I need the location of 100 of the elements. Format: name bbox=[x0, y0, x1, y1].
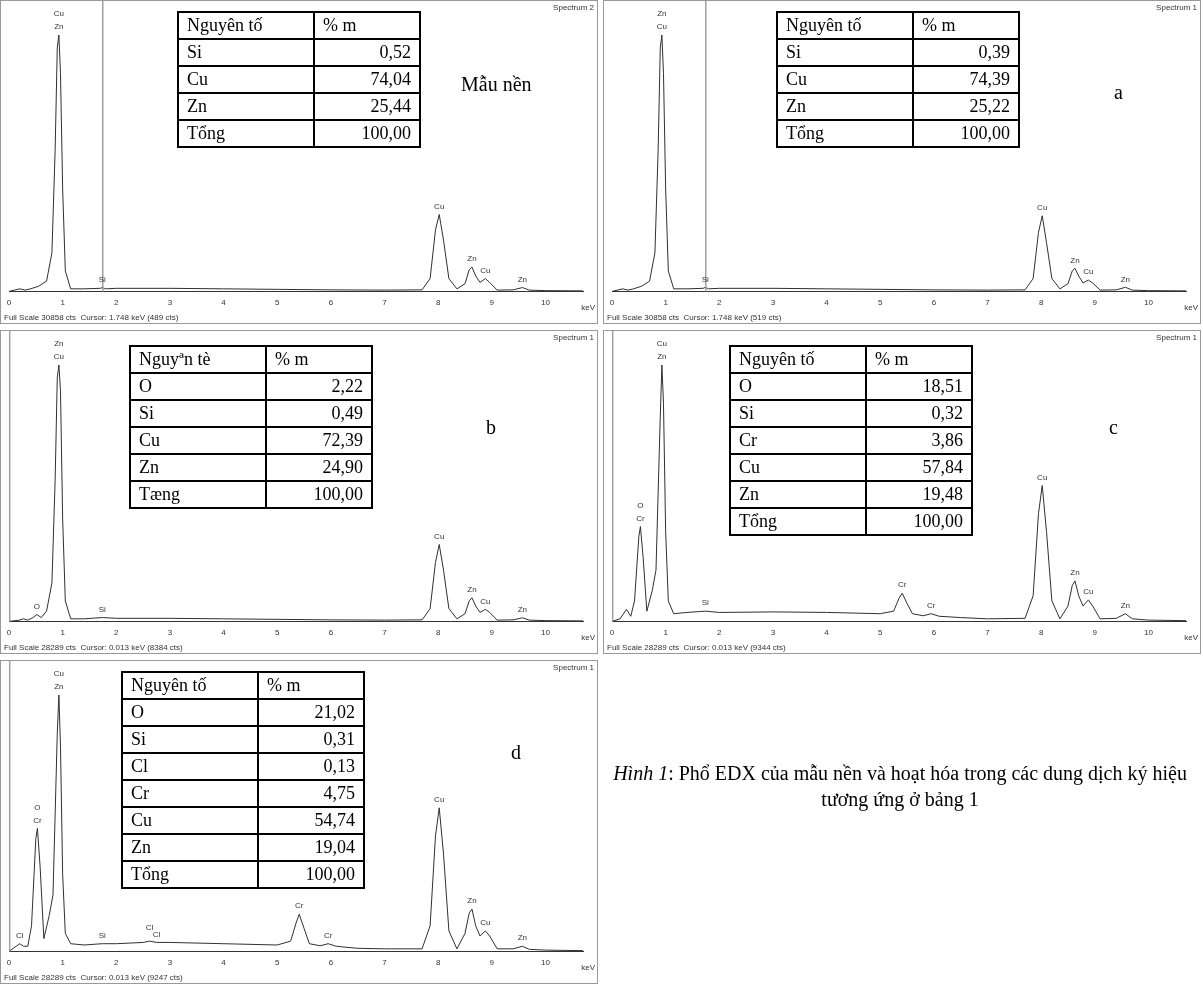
annotation: Nguyên tố bbox=[122, 672, 258, 699]
annotation: c bbox=[1109, 416, 1118, 439]
x-tick-label: 8 bbox=[435, 958, 441, 968]
annotation: Cu bbox=[130, 427, 266, 454]
annotation: 25,22 bbox=[913, 93, 1019, 120]
x-tick-label: 6 bbox=[328, 958, 334, 968]
annotation: 74,39 bbox=[913, 66, 1019, 93]
x-axis-title: keV bbox=[581, 962, 596, 972]
annotation: Cl bbox=[15, 930, 24, 940]
annotation: 19,48 bbox=[866, 481, 972, 508]
annotation: Zn bbox=[178, 93, 314, 120]
x-tick-label: 2 bbox=[114, 958, 120, 968]
x-tick-label: 5 bbox=[275, 628, 280, 638]
annotation: Cu bbox=[53, 669, 65, 679]
annotation: 100,00 bbox=[258, 861, 364, 888]
annotation: Cu bbox=[122, 807, 258, 834]
annotation: Zn bbox=[1070, 255, 1080, 265]
annotation: 54,74 bbox=[258, 807, 364, 834]
annotation: 24,90 bbox=[266, 454, 372, 481]
x-tick-label: 9 bbox=[489, 298, 495, 308]
annotation: Cr bbox=[122, 780, 258, 807]
x-tick-label: 7 bbox=[985, 628, 991, 638]
annotation: Zn bbox=[730, 481, 866, 508]
text: Spectrum 1 bbox=[1156, 333, 1197, 342]
annotation: 0,13 bbox=[258, 753, 364, 780]
x-tick-label: 2 bbox=[114, 628, 120, 638]
annotation: Zn bbox=[467, 585, 477, 595]
x-tick-label: 4 bbox=[824, 298, 830, 308]
annotation: Cu bbox=[1037, 472, 1048, 482]
annotation: Zn bbox=[1120, 274, 1131, 284]
text: Spectrum 1 bbox=[553, 333, 594, 342]
annotation: Si bbox=[701, 598, 710, 608]
annotation: Zn bbox=[467, 254, 477, 264]
annotation: 0,32 bbox=[866, 400, 972, 427]
annotation: 57,84 bbox=[866, 454, 972, 481]
x-tick-label: 1 bbox=[60, 298, 66, 308]
x-tick-label: 3 bbox=[167, 298, 173, 308]
annotation: Zn bbox=[467, 896, 477, 906]
annotation: Si bbox=[122, 726, 258, 753]
x-tick-label: 7 bbox=[382, 958, 388, 968]
x-tick-label: 6 bbox=[931, 298, 937, 308]
annotation: O bbox=[730, 373, 866, 400]
x-tick-label: 0 bbox=[609, 298, 615, 308]
annotation: Cl bbox=[145, 923, 154, 933]
annotation: 0,31 bbox=[258, 726, 364, 753]
annotation: d bbox=[511, 741, 521, 764]
x-tick-label: 7 bbox=[382, 628, 388, 638]
annotation: 72,39 bbox=[266, 427, 372, 454]
annotation: 0,49 bbox=[266, 400, 372, 427]
x-tick-label: 1 bbox=[663, 298, 669, 308]
annotation: Si bbox=[730, 400, 866, 427]
annotation: Cu bbox=[53, 352, 65, 362]
annotation: Zn bbox=[777, 93, 913, 120]
annotation: Tổng bbox=[122, 861, 258, 888]
x-tick-label: 9 bbox=[489, 628, 495, 638]
text: Spectrum 1 bbox=[1156, 3, 1197, 12]
annotation: Nguyên tố bbox=[178, 12, 314, 39]
annotation: Tæng bbox=[130, 481, 266, 508]
annotation: Si bbox=[98, 930, 107, 940]
x-axis-title: keV bbox=[1184, 302, 1199, 312]
annotation: Cl bbox=[122, 753, 258, 780]
annotation: Zn bbox=[54, 339, 64, 349]
x-tick-label: 7 bbox=[985, 298, 991, 308]
annotation: Zn bbox=[54, 22, 64, 32]
annotation: Zn bbox=[517, 605, 528, 615]
annotation: 100,00 bbox=[266, 481, 372, 508]
text: Hình 1 bbox=[613, 762, 669, 784]
x-tick-label: 2 bbox=[114, 298, 120, 308]
annotation: Cr bbox=[897, 580, 907, 590]
x-tick-label: 0 bbox=[609, 628, 615, 638]
text: Full Scale 28289 cts Cursor: 0.013 keV (8384 cts) bbox=[4, 643, 183, 652]
x-tick-label: 6 bbox=[328, 628, 334, 638]
x-tick-label: 1 bbox=[60, 628, 66, 638]
x-tick-label: 10 bbox=[541, 958, 551, 968]
annotation: Cu bbox=[656, 22, 668, 32]
x-tick-label: 3 bbox=[167, 628, 173, 638]
annotation: O bbox=[637, 500, 644, 510]
annotation: % m bbox=[314, 12, 420, 39]
x-tick-label: 5 bbox=[275, 298, 280, 308]
annotation: 25,44 bbox=[314, 93, 420, 120]
x-tick-label: 10 bbox=[541, 298, 551, 308]
annotation: 100,00 bbox=[913, 120, 1019, 147]
annotation: Si bbox=[178, 39, 314, 66]
annotation: Cu bbox=[434, 201, 445, 211]
text: Spectrum 2 bbox=[553, 3, 594, 12]
annotation: Cr bbox=[33, 815, 42, 825]
annotation: Si bbox=[130, 400, 266, 427]
text: Full Scale 30858 cts Cursor: 1.748 keV (489 cts) bbox=[4, 313, 179, 322]
x-tick-label: 2 bbox=[717, 298, 723, 308]
annotation: Si bbox=[777, 39, 913, 66]
annotation: Zn bbox=[517, 933, 528, 943]
annotation: 21,02 bbox=[258, 699, 364, 726]
x-tick-label: 8 bbox=[435, 298, 441, 308]
annotation: 0,52 bbox=[314, 39, 420, 66]
annotation: Cr bbox=[636, 513, 645, 523]
x-tick-label: 4 bbox=[221, 628, 227, 638]
x-axis-title: keV bbox=[581, 302, 596, 312]
annotation: 2,22 bbox=[266, 373, 372, 400]
x-tick-label: 9 bbox=[1092, 628, 1098, 638]
text: : Phổ EDX của mẫu nền và hoạt hóa trong các dung dịch ký hiệu tương ứng ở bảng 1 bbox=[668, 762, 1187, 810]
